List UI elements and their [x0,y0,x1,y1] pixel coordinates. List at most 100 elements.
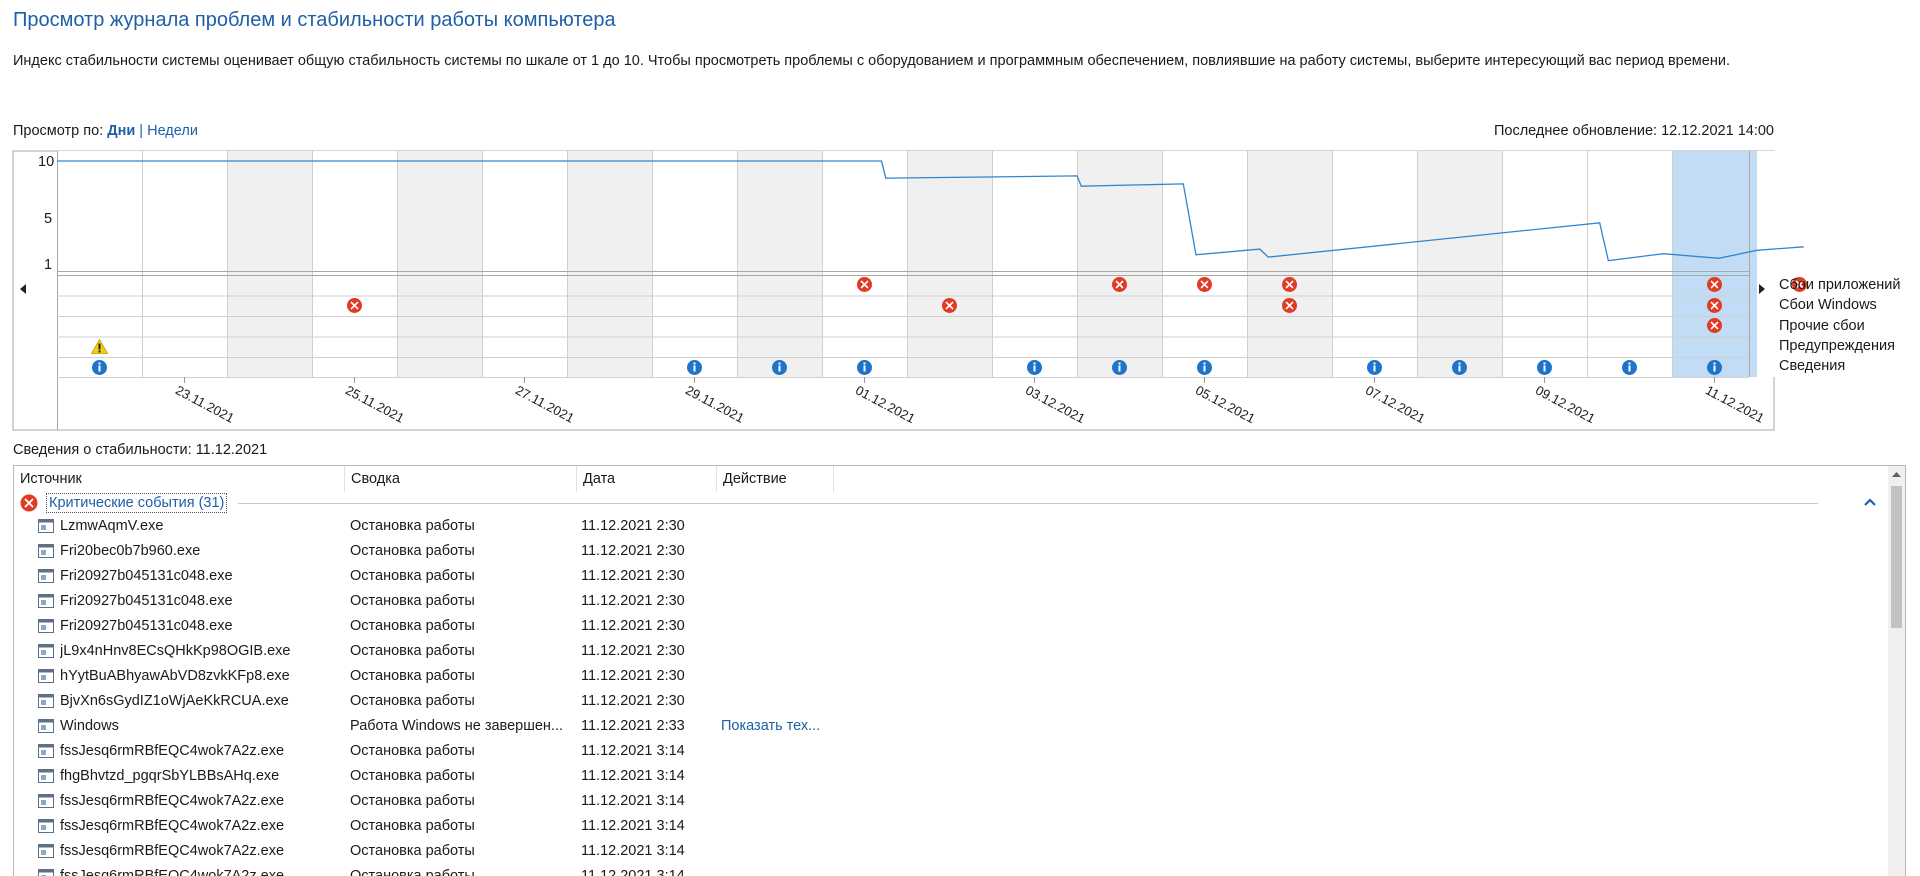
vertical-scrollbar[interactable] [1888,466,1905,876]
row-summary: Остановка работы [350,868,475,876]
day-column[interactable] [907,151,992,377]
day-column[interactable] [822,151,907,377]
table-row[interactable]: fhgBhvtzd_pgqrSbYLBBsAHq.exe Остановка ра… [14,764,1876,789]
day-column[interactable] [1417,151,1502,377]
page-description: Индекс стабильности системы оценивает об… [13,53,1730,69]
error-icon[interactable] [1792,277,1807,292]
y-tick-label: 1 [44,257,52,273]
column-header-action[interactable]: Действие [717,466,834,492]
table-row[interactable]: fssJesq6rmRBfEQC4wok7A2z.exe Остановка ра… [14,839,1876,864]
table-row[interactable]: BjvXn6sGydIZ1oWjAeKkRCUA.exe Остановка ра… [14,689,1876,714]
day-column[interactable] [1587,151,1672,377]
warning-icon[interactable] [90,338,109,354]
error-icon[interactable] [1707,277,1722,292]
row-source: hYytBuABhyawAbVD8zvkKFp8.exe [60,668,290,684]
legend-warnings: Предупреждения [1779,338,1895,354]
row-date: 11.12.2021 3:14 [581,868,685,876]
day-column[interactable] [1502,151,1587,377]
info-icon[interactable] [1452,360,1467,375]
error-icon[interactable] [1282,277,1297,292]
scroll-up-icon[interactable] [1888,466,1905,484]
error-icon[interactable] [347,298,362,313]
day-column[interactable] [142,151,227,377]
info-icon[interactable] [1027,360,1042,375]
application-icon [38,569,54,583]
scroll-right-icon[interactable] [1757,283,1767,295]
view-weeks-link[interactable]: Недели [147,123,198,139]
scroll-left-icon[interactable] [18,283,28,295]
day-column[interactable] [1077,151,1162,377]
error-icon[interactable] [1707,318,1722,333]
day-column[interactable] [737,151,822,377]
info-icon[interactable] [1707,360,1722,375]
error-icon[interactable] [857,277,872,292]
info-icon[interactable] [1197,360,1212,375]
table-row[interactable]: fssJesq6rmRBfEQC4wok7A2z.exe Остановка ра… [14,739,1876,764]
info-icon[interactable] [1537,360,1552,375]
table-row[interactable]: Fri20bec0b7b960.exe Остановка работы 11.12… [14,539,1876,564]
row-action-link[interactable] [721,589,841,614]
table-row[interactable]: Windows Работа Windows не завершен... 11.1… [14,714,1876,739]
error-icon[interactable] [1112,277,1127,292]
day-column[interactable] [482,151,567,377]
row-action-link[interactable] [721,839,841,864]
column-header-source[interactable]: Источник [14,466,345,492]
day-column[interactable] [1672,151,1757,377]
error-icon[interactable] [942,298,957,313]
info-icon[interactable] [1367,360,1382,375]
row-action-link[interactable] [721,739,841,764]
row-action-link[interactable] [721,514,841,539]
error-icon[interactable] [1707,298,1722,313]
row-action-link[interactable] [721,864,841,876]
info-icon[interactable] [92,360,107,375]
info-icon[interactable] [687,360,702,375]
day-column[interactable] [652,151,737,377]
table-row[interactable]: Fri20927b045131c048.exe Остановка работы 1… [14,564,1876,589]
error-icon[interactable] [1197,277,1212,292]
day-column[interactable] [1247,151,1332,377]
day-column[interactable] [397,151,482,377]
row-action-link[interactable] [721,664,841,689]
day-column[interactable] [227,151,312,377]
row-action-link[interactable] [721,689,841,714]
y-tick-label: 10 [38,154,54,170]
info-icon[interactable] [1622,360,1637,375]
row-action-link[interactable] [721,789,841,814]
view-days-link[interactable]: Дни [107,123,136,139]
info-icon[interactable] [1112,360,1127,375]
column-header-summary[interactable]: Сводка [345,466,577,492]
row-action-link[interactable] [721,614,841,639]
row-action-link[interactable] [721,564,841,589]
table-row[interactable]: LzmwAqmV.exe Остановка работы 11.12.2021 2… [14,514,1876,539]
row-action-link[interactable] [721,539,841,564]
table-row[interactable]: hYytBuABhyawAbVD8zvkKFp8.exe Остановка ра… [14,664,1876,689]
info-icon[interactable] [772,360,787,375]
table-row[interactable]: Fri20927b045131c048.exe Остановка работы 1… [14,589,1876,614]
group-critical-events-label[interactable]: Критические события (31) [46,493,228,513]
info-icon[interactable] [857,360,872,375]
table-row[interactable]: Fri20927b045131c048.exe Остановка работы 1… [14,614,1876,639]
table-row[interactable]: fssJesq6rmRBfEQC4wok7A2z.exe Остановка ра… [14,814,1876,839]
day-column[interactable] [567,151,652,377]
day-column[interactable] [1332,151,1417,377]
error-icon[interactable] [1282,298,1297,313]
day-column[interactable] [1162,151,1247,377]
collapse-group-icon[interactable] [1862,493,1878,511]
table-row[interactable]: fssJesq6rmRBfEQC4wok7A2z.exe Остановка ра… [14,789,1876,814]
table-row[interactable]: jL9x4nHnv8ECsQHkKp98OGIB.exe Остановка ра… [14,639,1876,664]
row-action-link[interactable] [721,639,841,664]
day-column[interactable] [312,151,397,377]
table-row[interactable]: fssJesq6rmRBfEQC4wok7A2z.exe Остановка ра… [14,864,1876,876]
application-icon [38,544,54,558]
row-action-link[interactable] [721,764,841,789]
group-critical-events[interactable]: Критические события (31) [18,493,1878,513]
day-column[interactable] [992,151,1077,377]
scrollbar-thumb[interactable] [1891,486,1902,628]
application-icon [38,719,54,733]
application-icon [38,819,54,833]
row-action-link[interactable]: Показать тех... [721,718,821,734]
row-action-link[interactable] [721,814,841,839]
column-header-date[interactable]: Дата [577,466,717,492]
day-column[interactable] [1757,151,1842,377]
